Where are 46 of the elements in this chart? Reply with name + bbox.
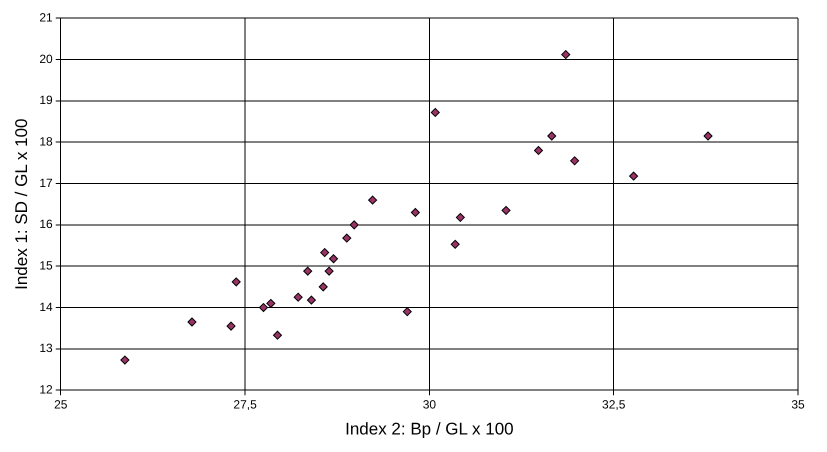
y-tick-label: 13 [39, 341, 54, 356]
point [402, 307, 412, 316]
point [430, 108, 440, 117]
point [324, 266, 334, 276]
point [226, 322, 236, 331]
y-tick-label: 14 [39, 300, 54, 314]
point [329, 254, 338, 264]
y-tick-label: 17 [39, 176, 54, 190]
y-tick-label: 16 [39, 217, 54, 232]
x-tick-label: 32,5 [602, 398, 626, 412]
point [410, 208, 420, 217]
x-tick-label: 25 [54, 398, 68, 412]
point [294, 292, 303, 302]
point [266, 298, 276, 308]
point [456, 212, 465, 222]
point [704, 132, 713, 140]
point [342, 234, 352, 243]
point [450, 240, 460, 249]
x-tick-label: 30 [422, 398, 436, 412]
y-tick-label: 15 [39, 258, 54, 273]
point [547, 132, 556, 140]
point [187, 318, 196, 326]
x-axis-title: Index 2: Bp / GL x 100 [345, 419, 514, 438]
point [368, 196, 378, 205]
point [306, 296, 316, 305]
point [258, 303, 268, 312]
point [570, 156, 580, 166]
point [232, 277, 241, 286]
point [318, 282, 328, 292]
point [303, 266, 312, 276]
point [502, 206, 511, 215]
point [534, 146, 543, 155]
point [320, 248, 330, 258]
y-tick-label: 18 [39, 134, 54, 149]
y-tick-label: 20 [39, 52, 54, 66]
y-tick-label: 19 [39, 93, 54, 108]
x-tick-label: 35 [791, 398, 805, 412]
y-axis-title: Index 1: SD / GL x 100 [12, 118, 31, 290]
point [350, 220, 359, 230]
y-tick-label: 12 [39, 382, 54, 397]
point [273, 330, 282, 340]
point [629, 172, 638, 181]
point [120, 356, 130, 365]
y-tick-label: 21 [39, 10, 54, 25]
point [561, 50, 570, 60]
x-tick-label: 27,5 [233, 398, 258, 412]
